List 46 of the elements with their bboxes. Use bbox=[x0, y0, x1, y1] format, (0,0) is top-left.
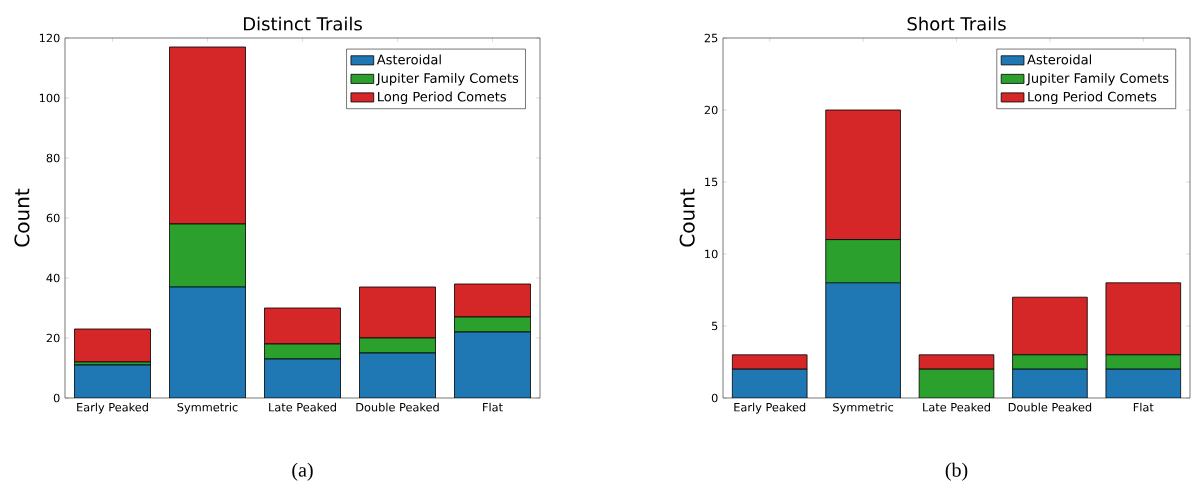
y-tick-label: 10 bbox=[705, 249, 718, 259]
x-tick-label: Early Peaked bbox=[734, 402, 806, 414]
y-axis-title: Count bbox=[14, 188, 30, 247]
legend-label: Jupiter Family Comets bbox=[1026, 72, 1169, 86]
y-axis-title: Count bbox=[679, 188, 695, 247]
legend-label: Asteroidal bbox=[376, 54, 441, 65]
bar bbox=[825, 239, 901, 284]
x-tick-label: Late Peaked bbox=[269, 402, 336, 412]
x-tick-label: Early Peaked bbox=[77, 402, 148, 414]
text: (a) bbox=[292, 462, 313, 481]
y-tick-label: 20 bbox=[704, 105, 718, 115]
y-tick-label: 0 bbox=[711, 393, 718, 403]
y-tick-label: 5 bbox=[711, 321, 718, 331]
legend-label: Long Period Comets bbox=[1028, 91, 1157, 105]
x-tick-label: Late Peaked bbox=[923, 402, 990, 412]
x-tick-label: Double Peaked bbox=[1008, 402, 1092, 412]
y-tick-label: 40 bbox=[46, 273, 60, 283]
y-tick-label: 80 bbox=[46, 153, 60, 163]
legend-label: Jupiter Family Comets bbox=[376, 72, 519, 86]
text: (b) bbox=[945, 462, 968, 481]
y-tick-label: 20 bbox=[46, 333, 60, 343]
y-tick-label: 120 bbox=[39, 33, 60, 43]
chart-title: Distinct Trails bbox=[244, 16, 362, 31]
y-tick-label: 100 bbox=[39, 93, 60, 103]
y-tick-label: 0 bbox=[53, 393, 60, 403]
x-tick-label: Flat bbox=[483, 402, 503, 412]
bar bbox=[74, 328, 151, 363]
bar bbox=[1105, 368, 1182, 398]
legend-label: Long Period Comets bbox=[378, 91, 506, 105]
bar bbox=[732, 369, 808, 398]
bar bbox=[825, 282, 901, 398]
y-tick-label: 25 bbox=[704, 33, 718, 43]
bar bbox=[918, 354, 995, 370]
chart-title: Short Trails bbox=[907, 16, 1006, 31]
x-tick-label: Double Peaked bbox=[356, 402, 439, 412]
bar bbox=[1012, 354, 1088, 370]
x-tick-label: Symmetric bbox=[833, 402, 894, 414]
bar bbox=[919, 369, 994, 398]
y-tick-label: 15 bbox=[705, 177, 718, 187]
x-tick-label: Symmetric bbox=[177, 402, 238, 414]
bar bbox=[1012, 369, 1088, 398]
legend-label: Asteroidal bbox=[1027, 54, 1092, 65]
bar bbox=[1012, 296, 1088, 356]
y-tick-label: 60 bbox=[46, 213, 60, 223]
x-tick-label: Flat bbox=[1133, 402, 1154, 412]
bar bbox=[1105, 354, 1182, 370]
